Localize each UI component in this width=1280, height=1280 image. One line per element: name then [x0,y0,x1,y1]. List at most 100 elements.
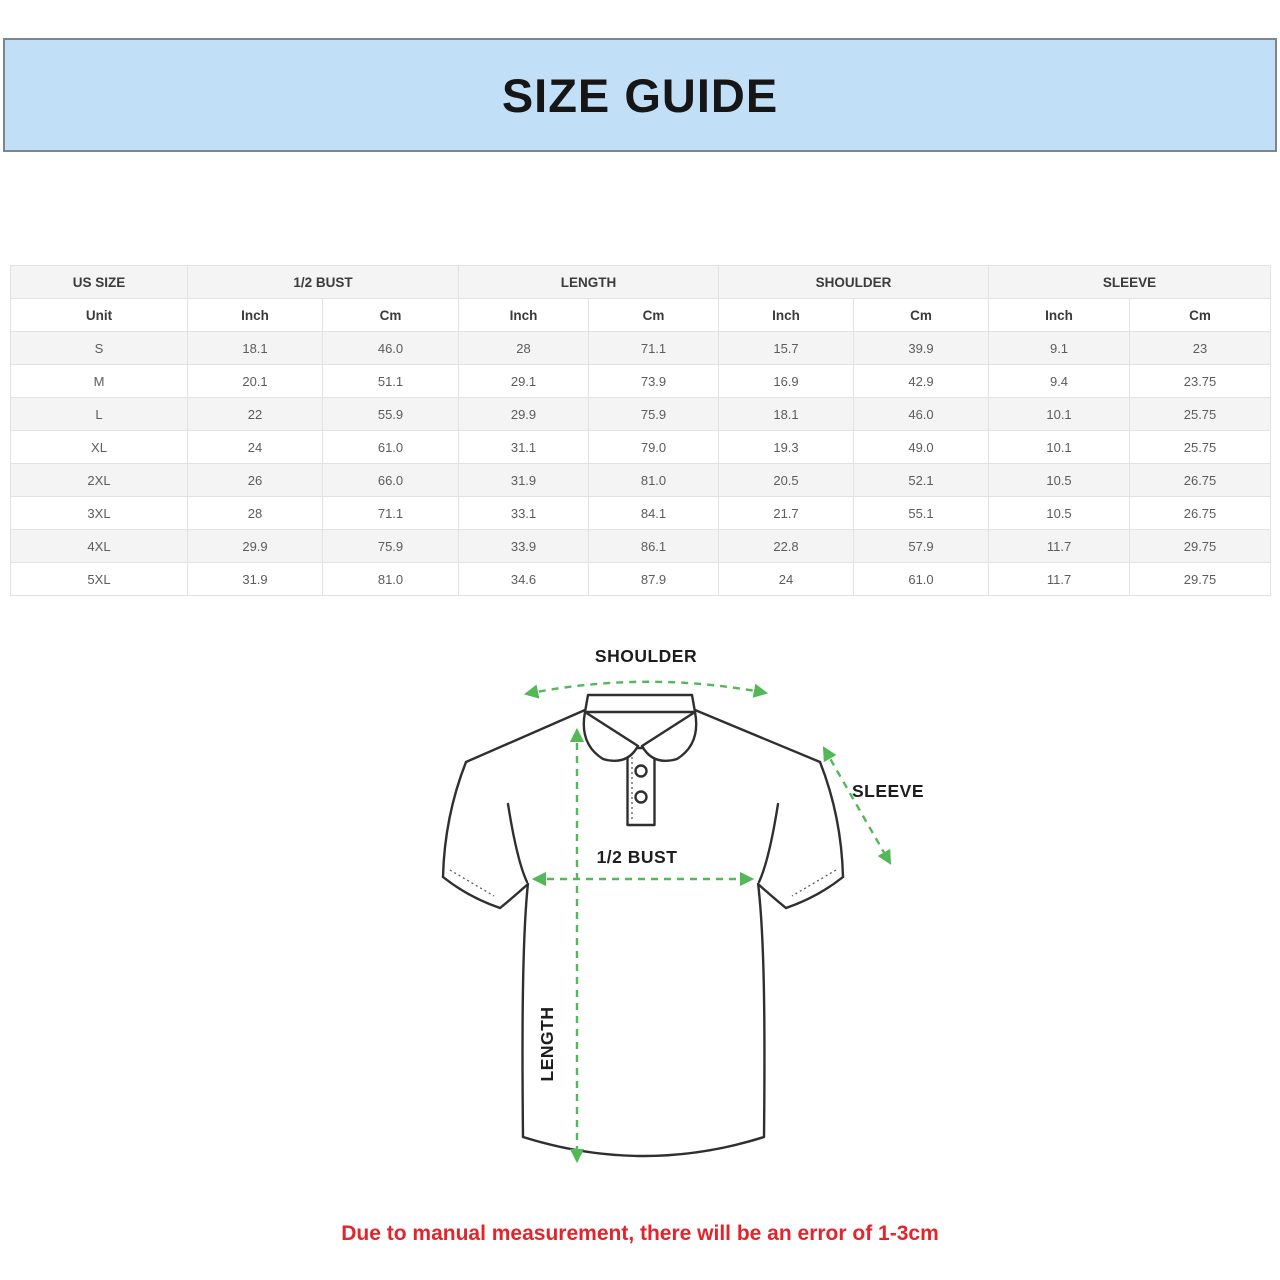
size-cell: XL [10,430,188,464]
left-cuff-stitch [449,869,495,897]
value-cell: 21.7 [718,496,854,530]
value-cell: 28 [458,331,589,365]
value-cell: 23.75 [1129,364,1272,398]
unit-inch: Inch [187,298,323,332]
value-cell: 18.1 [718,397,854,431]
value-cell: 87.9 [588,562,719,596]
table-row: M 20.1 51.1 29.1 73.9 16.9 42.9 9.4 23.75 [10,364,1272,398]
value-cell: 9.4 [988,364,1131,398]
value-cell: 61.0 [322,430,459,464]
right-armhole-seam [757,802,780,884]
table-row: S 18.1 46.0 28 71.1 15.7 39.9 9.1 23 [10,331,1272,365]
size-table-body: S 18.1 46.0 28 71.1 15.7 39.9 9.1 23 M 20.1 51.1 29.… [10,331,1272,596]
sleeve-label: SLEEVE [852,781,924,801]
unit-header-row: Unit Inch Cm Inch Cm Inch Cm Inch Cm [10,298,1272,332]
value-cell: 49.0 [852,430,990,464]
value-cell: 19.3 [718,430,854,464]
value-cell: 11.7 [988,529,1131,563]
value-cell: 51.1 [322,364,459,398]
value-cell: 9.1 [988,331,1131,365]
value-cell: 66.0 [322,463,459,497]
unit-cm: Cm [322,298,459,332]
table-row: L 22 55.9 29.9 75.9 18.1 46.0 10.1 25.75 [10,397,1272,431]
value-cell: 10.1 [988,397,1131,431]
value-cell: 15.7 [718,331,854,365]
col-header-sleeve: SLEEVE [988,265,1272,299]
value-cell: 84.1 [588,496,719,530]
value-cell: 29.9 [458,397,589,431]
col-header-shoulder: SHOULDER [717,265,990,299]
value-cell: 28 [187,496,323,530]
placket [626,746,656,827]
value-cell: 16.9 [718,364,854,398]
value-cell: 57.9 [852,529,990,563]
value-cell: 18.1 [187,331,323,365]
unit-cm: Cm [1129,298,1272,332]
measurement-error-note: Due to manual measurement, there will be… [341,1222,939,1245]
size-cell: M [10,364,188,398]
value-cell: 61.0 [852,562,990,596]
length-label: LENGTH [537,1007,557,1082]
value-cell: 46.0 [322,331,459,365]
value-cell: 26.75 [1129,463,1272,497]
bust-label: 1/2 BUST [597,847,678,867]
value-cell: 71.1 [322,496,459,530]
value-cell: 25.75 [1129,397,1272,431]
value-cell: 22 [187,397,323,431]
value-cell: 71.1 [588,331,719,365]
value-cell: 52.1 [852,463,990,497]
shirt-body [521,882,766,1158]
table-row: 4XL 29.9 75.9 33.9 86.1 22.8 57.9 11.7 29.75 [10,529,1272,563]
right-sleeve [756,760,845,910]
value-cell: 23 [1129,331,1272,365]
size-cell: 3XL [10,496,188,530]
right-cuff-stitch [791,869,837,897]
value-cell: 20.1 [187,364,323,398]
col-header-length: LENGTH [458,265,719,299]
left-armhole-seam [506,802,529,884]
size-cell: 4XL [10,529,188,563]
value-cell: 31.9 [458,463,589,497]
unit-inch: Inch [718,298,854,332]
right-shoulder-seam [693,708,822,764]
value-cell: 11.7 [988,562,1131,596]
value-cell: 31.1 [458,430,589,464]
value-cell: 75.9 [322,529,459,563]
sleeve-measure-arrow [822,746,892,865]
value-cell: 39.9 [852,331,990,365]
table-row: XL 24 61.0 31.1 79.0 19.3 49.0 10.1 25.75 [10,430,1272,464]
group-header-row: US SIZE 1/2 BUST LENGTH SHOULDER SLEEVE [10,265,1272,299]
unit-inch: Inch [988,298,1131,332]
value-cell: 22.8 [718,529,854,563]
value-cell: 46.0 [852,397,990,431]
unit-cm: Cm [588,298,719,332]
value-cell: 10.5 [988,496,1131,530]
page-title: SIZE GUIDE [501,68,779,122]
button [634,790,648,804]
value-cell: 29.1 [458,364,589,398]
unit-header: Unit [10,298,188,332]
value-cell: 42.9 [852,364,990,398]
value-cell: 34.6 [458,562,589,596]
value-cell: 81.0 [322,562,459,596]
value-cell: 24 [718,562,854,596]
size-guide-banner: SIZE GUIDE [3,38,1277,152]
value-cell: 29.75 [1129,562,1272,596]
left-sleeve [441,760,530,910]
button [634,764,648,778]
value-cell: 10.5 [988,463,1131,497]
table-row: 5XL 31.9 81.0 34.6 87.9 24 61.0 11.7 29.75 [10,562,1272,596]
size-cell: 5XL [10,562,188,596]
value-cell: 31.9 [187,562,323,596]
collar [582,693,698,763]
size-cell: 2XL [10,463,188,497]
size-cell: L [10,397,188,431]
value-cell: 55.9 [322,397,459,431]
value-cell: 81.0 [588,463,719,497]
col-header-us-size: US SIZE [10,265,188,299]
unit-cm: Cm [852,298,990,332]
size-chart-table: US SIZE 1/2 BUST LENGTH SHOULDER SLEEVE … [10,265,1272,596]
left-shoulder-seam [464,708,587,764]
value-cell: 24 [187,430,323,464]
value-cell: 55.1 [852,496,990,530]
